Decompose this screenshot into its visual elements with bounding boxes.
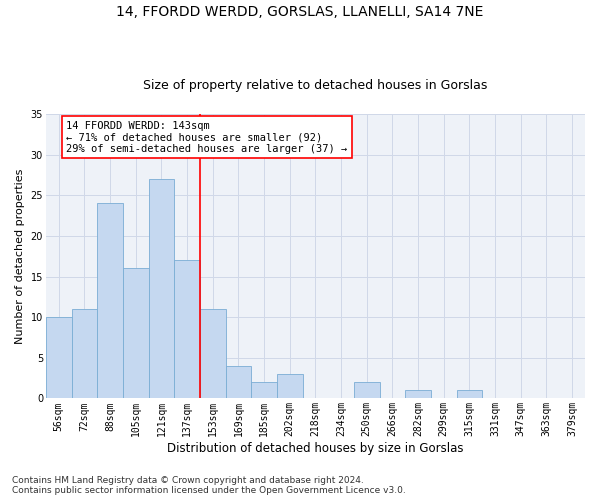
Bar xyxy=(123,268,149,398)
Bar xyxy=(46,317,71,398)
Text: Contains HM Land Registry data © Crown copyright and database right 2024.
Contai: Contains HM Land Registry data © Crown c… xyxy=(12,476,406,495)
Y-axis label: Number of detached properties: Number of detached properties xyxy=(15,168,25,344)
Bar xyxy=(251,382,277,398)
Bar xyxy=(457,390,482,398)
Bar xyxy=(149,179,174,398)
Bar xyxy=(71,309,97,398)
Bar xyxy=(405,390,431,398)
Bar xyxy=(226,366,251,398)
Text: 14, FFORDD WERDD, GORSLAS, LLANELLI, SA14 7NE: 14, FFORDD WERDD, GORSLAS, LLANELLI, SA1… xyxy=(116,5,484,19)
X-axis label: Distribution of detached houses by size in Gorslas: Distribution of detached houses by size … xyxy=(167,442,464,455)
Title: Size of property relative to detached houses in Gorslas: Size of property relative to detached ho… xyxy=(143,79,488,92)
Bar xyxy=(277,374,302,398)
Bar xyxy=(174,260,200,398)
Bar xyxy=(354,382,380,398)
Bar xyxy=(200,309,226,398)
Bar xyxy=(97,204,123,398)
Text: 14 FFORDD WERDD: 143sqm
← 71% of detached houses are smaller (92)
29% of semi-de: 14 FFORDD WERDD: 143sqm ← 71% of detache… xyxy=(67,120,347,154)
